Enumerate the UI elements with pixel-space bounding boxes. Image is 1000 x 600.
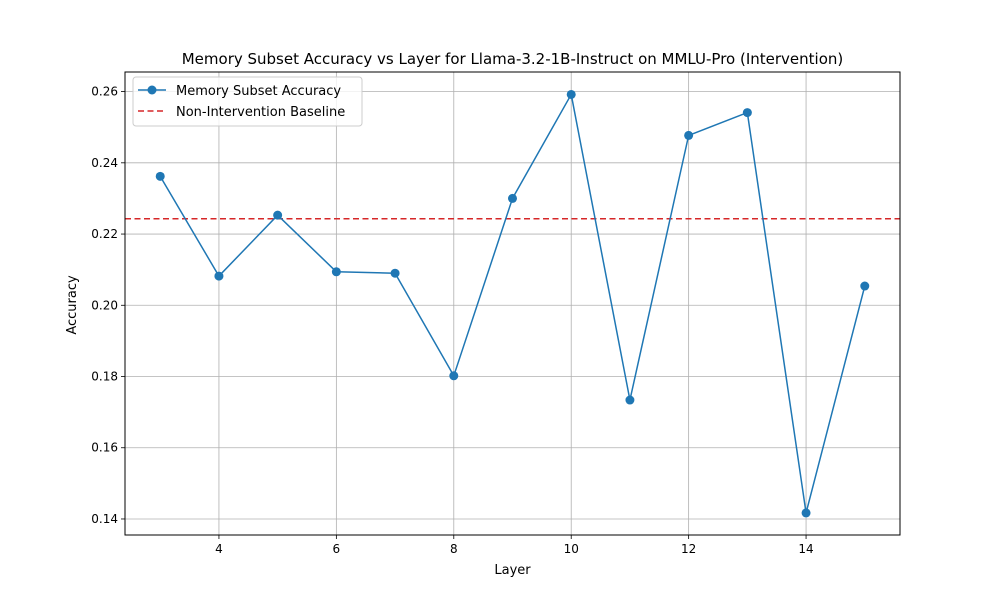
x-axis-label: Layer (494, 563, 531, 578)
y-tick-label: 0.16 (91, 441, 118, 455)
data-point-marker (449, 371, 459, 381)
grid-lines (125, 72, 900, 535)
data-point-marker (566, 89, 576, 99)
legend-series-marker-swatch (147, 85, 157, 95)
data-point-marker (801, 508, 811, 518)
y-tick-label: 0.26 (91, 85, 118, 99)
x-tick-label: 4 (215, 542, 223, 556)
x-tick-label: 14 (798, 542, 813, 556)
axis-ticks: 4 6 8 10 12 14 0.14 0.16 0.18 0.20 0.22 0.24 0.26 (91, 85, 813, 556)
legend-box (132, 76, 363, 127)
data-point-marker (214, 271, 224, 281)
data-point-marker (508, 193, 517, 203)
data-point-marker (860, 281, 870, 291)
x-tick-label: 12 (681, 542, 696, 556)
x-tick-label: 10 (564, 542, 579, 556)
chart-title: Memory Subset Accuracy vs Layer for Llam… (182, 50, 844, 68)
series-layer (155, 89, 870, 518)
legend-entry-non-intervention-baseline: Non-Intervention Baseline (176, 105, 345, 120)
data-point-marker (625, 395, 635, 405)
legend: Memory Subset Accuracy Non-Intervention … (132, 76, 363, 127)
data-point-marker (155, 171, 165, 181)
y-tick-label: 0.18 (91, 370, 118, 384)
plot-frame (124, 71, 901, 536)
legend-entry-memory-subset-accuracy: Memory Subset Accuracy (176, 84, 341, 99)
y-axis-label: Accuracy (65, 275, 80, 335)
x-tick-label: 6 (333, 542, 341, 556)
y-tick-label: 0.24 (91, 156, 118, 170)
y-tick-label: 0.20 (91, 298, 118, 312)
x-tick-label: 8 (450, 542, 458, 556)
data-point-marker (684, 130, 694, 140)
data-point-marker (390, 268, 400, 278)
data-point-marker (331, 267, 341, 277)
data-point-marker (742, 108, 752, 118)
y-tick-label: 0.22 (91, 227, 118, 241)
y-tick-label: 0.14 (91, 512, 118, 526)
data-point-marker (273, 210, 283, 220)
